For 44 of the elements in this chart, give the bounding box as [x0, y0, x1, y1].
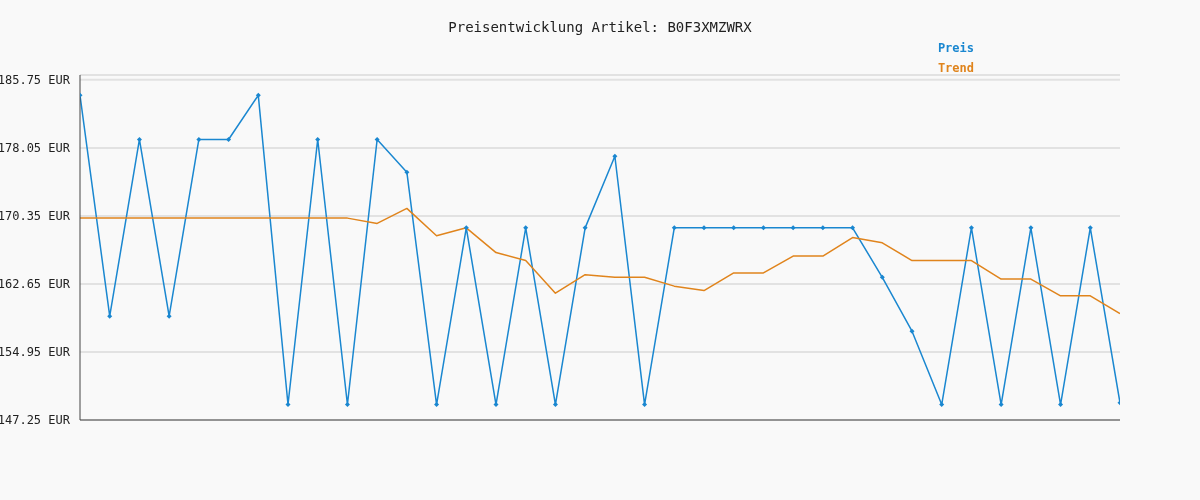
point: [107, 313, 113, 319]
y-tick-label: 154.95 EUR: [0, 344, 71, 359]
point: [136, 136, 142, 142]
line-series: [80, 207, 1120, 315]
point: [731, 225, 737, 231]
point: [820, 225, 826, 231]
point: [344, 402, 350, 408]
point: [226, 136, 232, 142]
point: [1087, 225, 1093, 231]
point: [850, 225, 856, 231]
point: [285, 402, 291, 408]
chart-title: Preisentwicklung Artikel: B0F3XMZWRX: [447, 19, 753, 35]
point: [612, 153, 618, 159]
point: [1028, 225, 1034, 231]
point: [493, 402, 499, 408]
point: [404, 169, 410, 175]
point: [998, 402, 1004, 408]
point: [552, 402, 558, 408]
point: [909, 328, 915, 334]
point: [255, 92, 261, 98]
point: [374, 136, 380, 142]
y-tick-label: 185.75 EUR: [0, 72, 71, 87]
y-tick-label: 147.25 EUR: [0, 413, 71, 427]
text: Trend: [937, 60, 974, 77]
point: [582, 225, 588, 231]
y-tick-label: 162.65 EUR: [0, 276, 71, 291]
point: [434, 402, 440, 408]
y-tick-label: 170.35 EUR: [0, 208, 71, 223]
point: [315, 136, 321, 142]
point: [879, 274, 885, 280]
point: [760, 225, 766, 231]
point: [671, 225, 677, 231]
point: [642, 402, 648, 408]
text: Preis: [937, 40, 974, 57]
point: [790, 225, 796, 231]
point: [939, 402, 945, 408]
point: [968, 225, 974, 231]
point: [1058, 402, 1064, 408]
y-tick-label: 178.05 EUR: [0, 140, 71, 155]
point: [701, 225, 707, 231]
point: [166, 313, 172, 319]
point: [196, 136, 202, 142]
point: [463, 225, 469, 231]
point: [523, 225, 529, 231]
